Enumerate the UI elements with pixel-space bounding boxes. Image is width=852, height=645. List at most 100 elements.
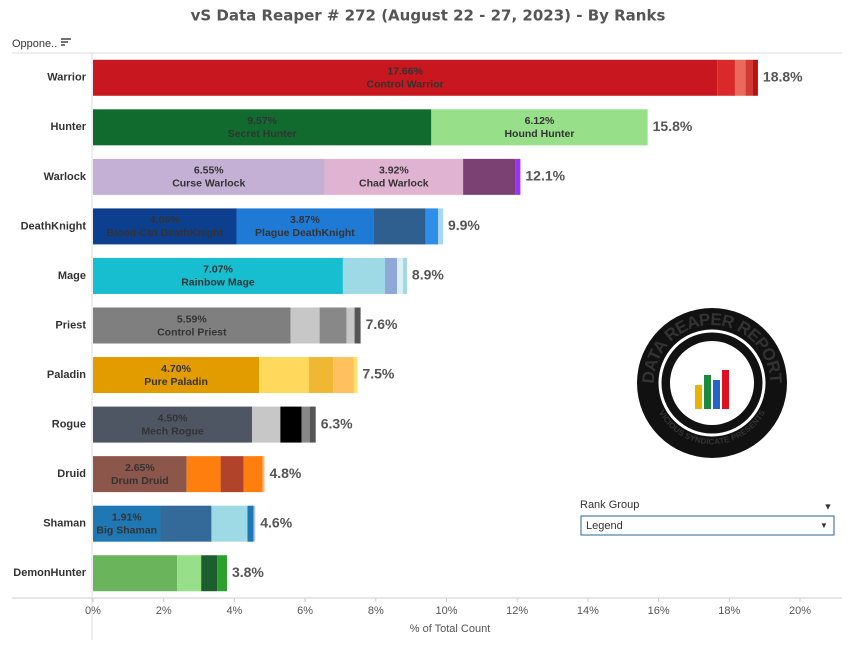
category-label: Paladin bbox=[47, 369, 86, 381]
bar-segment bbox=[259, 357, 309, 394]
category-label: Warrior bbox=[47, 72, 86, 84]
total-label: 3.8% bbox=[232, 564, 264, 580]
segment-value-label: 2.65% bbox=[125, 462, 155, 474]
bar-segment bbox=[93, 257, 343, 294]
filter-arrow[interactable]: ▼ bbox=[824, 501, 833, 511]
total-label: 4.8% bbox=[269, 465, 301, 481]
x-tick-label: 6% bbox=[297, 605, 313, 617]
bar-segment bbox=[324, 158, 464, 195]
total-label: 9.9% bbox=[448, 217, 480, 233]
bar-segment bbox=[93, 208, 237, 245]
bar-segment bbox=[463, 158, 516, 195]
segment-name-label: Chad Warlock bbox=[359, 178, 429, 190]
segment-value-label: 3.87% bbox=[290, 214, 320, 226]
bar-segment bbox=[438, 208, 443, 245]
segment-name-label: Pure Paladin bbox=[144, 376, 208, 388]
segment-value-label: 7.07% bbox=[203, 264, 233, 276]
bar-segment bbox=[353, 357, 358, 394]
x-tick-label: 10% bbox=[435, 605, 457, 617]
bar-segment bbox=[93, 158, 325, 195]
bar-segment bbox=[745, 59, 753, 96]
x-tick-label: 18% bbox=[718, 605, 740, 617]
bar-segment bbox=[201, 555, 218, 592]
segment-name-label: Drum Druid bbox=[111, 475, 169, 487]
logo-ring bbox=[658, 329, 766, 437]
total-label: 12.1% bbox=[525, 168, 565, 184]
total-label: 15.8% bbox=[653, 118, 693, 134]
x-tick-label: 16% bbox=[648, 605, 670, 617]
bar-segment bbox=[290, 307, 320, 344]
header-label: Oppone.. bbox=[12, 38, 57, 50]
segment-name-label: Rainbow Mage bbox=[181, 277, 255, 289]
segment-name-label: Plague DeathKnight bbox=[255, 227, 355, 239]
bar-segment bbox=[211, 505, 248, 542]
bar-segment bbox=[220, 456, 244, 493]
bar-segment bbox=[236, 208, 374, 245]
x-tick-label: 8% bbox=[368, 605, 384, 617]
bar-segment bbox=[319, 307, 347, 344]
segment-value-label: 4.50% bbox=[158, 412, 188, 424]
bar-segment bbox=[346, 307, 355, 344]
segment-value-label: 6.55% bbox=[194, 165, 224, 177]
segment-value-label: 4.70% bbox=[161, 363, 191, 375]
segment-name-label: Big Shaman bbox=[96, 524, 157, 536]
bar-segment bbox=[397, 257, 404, 294]
bar-segment bbox=[93, 59, 718, 96]
bar-segment bbox=[93, 505, 161, 542]
segment-value-label: 17.66% bbox=[387, 66, 423, 78]
bar-segment bbox=[243, 456, 263, 493]
chart-title: vS Data Reaper # 272 (August 22 - 27, 20… bbox=[191, 7, 666, 25]
dropdown[interactable] bbox=[580, 515, 835, 536]
segment-value-label: 4.06% bbox=[150, 214, 180, 226]
logo-bar bbox=[713, 380, 720, 409]
bar-segment bbox=[252, 406, 281, 443]
bar-segment bbox=[734, 59, 746, 96]
bar-segment bbox=[403, 257, 407, 294]
x-tick-label: 0% bbox=[85, 605, 101, 617]
segment-value-label: 1.91% bbox=[112, 511, 142, 523]
bar-segment bbox=[93, 406, 253, 443]
category-label: Mage bbox=[58, 270, 86, 282]
x-axis-title: % of Total Count bbox=[410, 623, 491, 635]
total-label: 7.6% bbox=[366, 316, 398, 332]
bar-segment bbox=[301, 406, 310, 443]
sort-icon[interactable] bbox=[61, 38, 71, 46]
bar-segment bbox=[262, 456, 265, 493]
logo-bar bbox=[722, 370, 729, 409]
bar-segment bbox=[93, 307, 291, 344]
bar-segment bbox=[93, 456, 187, 493]
segment-name-label: Secret Hunter bbox=[228, 128, 297, 140]
total-label: 7.5% bbox=[362, 366, 394, 382]
segment-value-label: 9.57% bbox=[247, 115, 277, 127]
category-label: Priest bbox=[55, 319, 86, 331]
bar-segment bbox=[160, 505, 212, 542]
bar-segment bbox=[93, 555, 178, 592]
bar-segment bbox=[93, 357, 260, 394]
segment-name-label: Control Priest bbox=[157, 326, 227, 338]
logo: DATA REAPER REPORT VICIOUS SYNDICATE PRE… bbox=[637, 308, 787, 458]
segment-name-label: Curse Warlock bbox=[172, 178, 245, 190]
segment-name-label: Mech Rogue bbox=[141, 425, 204, 437]
total-label: 18.8% bbox=[763, 68, 803, 84]
segment-name-label: Blood-Ctrl DeathKnight bbox=[106, 227, 223, 239]
logo-inner bbox=[670, 341, 754, 425]
bar-segment bbox=[342, 257, 385, 294]
x-tick-label: 14% bbox=[577, 605, 599, 617]
logo-bar bbox=[704, 375, 711, 409]
segment-name-label: Control Warrior bbox=[367, 79, 444, 91]
dropdown-value: Legend bbox=[586, 520, 623, 532]
bar-segment bbox=[425, 208, 439, 245]
category-label: Warlock bbox=[44, 171, 87, 183]
dropdown-arrow: ▼ bbox=[820, 521, 828, 530]
category-label: Druid bbox=[57, 468, 86, 480]
bar-segment bbox=[752, 59, 758, 96]
logo-bar bbox=[695, 385, 702, 409]
bar-segment bbox=[717, 59, 735, 96]
bar-segment bbox=[217, 555, 227, 592]
category-label: DeathKnight bbox=[21, 220, 87, 232]
category-label: Rogue bbox=[52, 418, 86, 430]
bar-segment bbox=[253, 505, 256, 542]
bar-segment bbox=[373, 208, 426, 245]
bar-segment bbox=[186, 456, 221, 493]
